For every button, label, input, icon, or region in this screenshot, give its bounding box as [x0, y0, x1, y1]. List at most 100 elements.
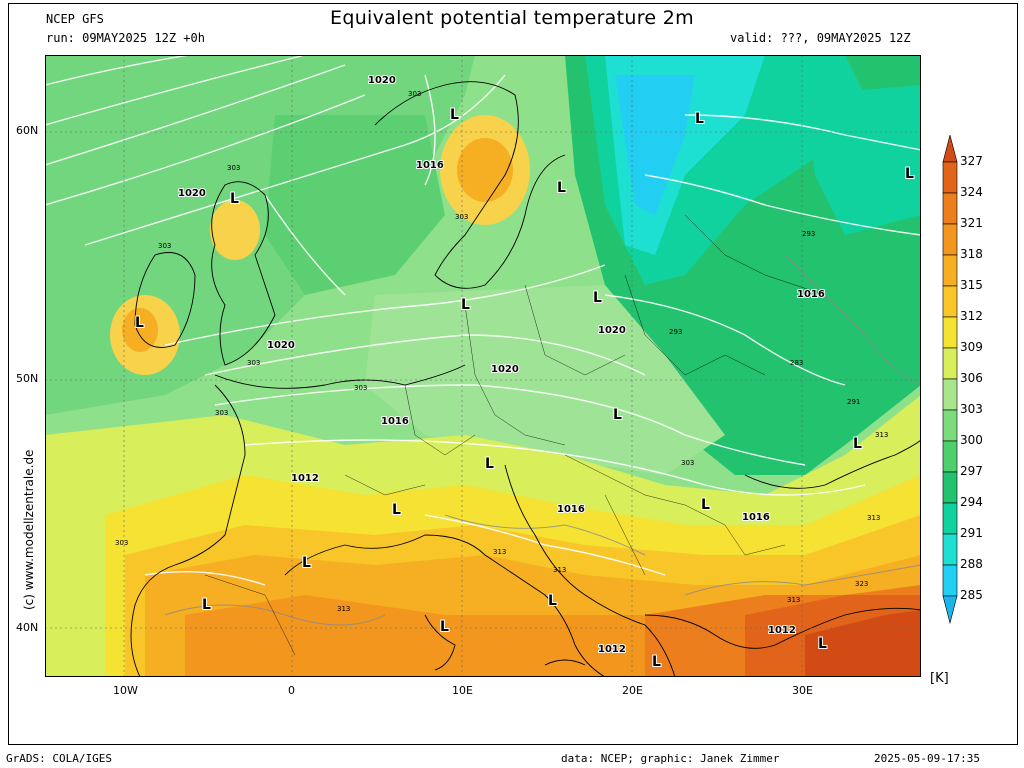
- colorbar-segment: [942, 533, 958, 566]
- pressure-label: 1016: [557, 504, 585, 515]
- lat-tick: 40N: [16, 621, 39, 634]
- pressure-label: 1016: [381, 416, 409, 427]
- low-marker: L: [818, 636, 827, 652]
- pressure-label: 1012: [768, 625, 796, 636]
- theta-label: 323: [855, 580, 868, 588]
- colorbar-tick-label: 324: [960, 185, 983, 199]
- lat-tick: 50N: [16, 372, 39, 385]
- valid-time: valid: ???, 09MAY2025 12Z: [730, 31, 911, 45]
- footer-right: 2025-05-09-17:35: [874, 752, 980, 765]
- colorbar-tick-label: 297: [960, 464, 983, 478]
- low-marker: L: [652, 654, 661, 670]
- theta-label: 303: [247, 359, 260, 367]
- theta-label: 303: [227, 164, 240, 172]
- colorbar-segment: [942, 440, 958, 473]
- colorbar-bottom-arrow: [942, 595, 958, 625]
- pressure-label: 1020: [368, 75, 396, 86]
- colorbar-tick-label: 309: [960, 340, 983, 354]
- colorbar-tick-label: 306: [960, 371, 983, 385]
- figure-frame: [8, 3, 1018, 745]
- lat-tick: 60N: [16, 124, 39, 137]
- theta-label: 303: [455, 213, 468, 221]
- theta-label: 313: [337, 605, 350, 613]
- colorbar-segment: [942, 502, 958, 535]
- theta-label: 313: [787, 596, 800, 604]
- low-marker: L: [202, 597, 211, 613]
- colorbar-segment: [942, 471, 958, 504]
- low-marker: L: [557, 180, 566, 196]
- colorbar-segment: [942, 347, 958, 380]
- colorbar-tick-label: 285: [960, 588, 983, 602]
- pressure-label: 1020: [491, 364, 519, 375]
- low-marker: L: [613, 407, 622, 423]
- colorbar-segment: [942, 316, 958, 349]
- lon-tick: 10W: [113, 684, 138, 697]
- theta-label: 293: [669, 328, 682, 336]
- theta-label: 303: [115, 539, 128, 547]
- pressure-label: 1020: [267, 340, 295, 351]
- colorbar-tick-label: 288: [960, 557, 983, 571]
- theta-label: 283: [790, 359, 803, 367]
- low-marker: L: [695, 111, 704, 127]
- colorbar-tick-label: 327: [960, 154, 983, 168]
- lon-tick: 10E: [452, 684, 473, 697]
- theta-label: 303: [215, 409, 228, 417]
- colorbar-segment: [942, 254, 958, 287]
- low-marker: L: [450, 107, 459, 123]
- credit-text: (c) www.modellzentrale.de: [22, 449, 36, 610]
- pressure-label: 1020: [178, 188, 206, 199]
- low-marker: L: [440, 619, 449, 635]
- theta-label: 313: [553, 566, 566, 574]
- low-marker: L: [485, 456, 494, 472]
- colorbar-tick-label: 315: [960, 278, 983, 292]
- colorbar-segment: [942, 223, 958, 256]
- pressure-label: 1016: [416, 160, 444, 171]
- pressure-label: 1012: [291, 473, 319, 484]
- theta-label: 303: [681, 459, 694, 467]
- low-marker: L: [392, 502, 401, 518]
- run-time: run: 09MAY2025 12Z +0h: [46, 31, 205, 45]
- low-marker: L: [701, 497, 710, 513]
- colorbar-segment: [942, 564, 958, 597]
- colorbar-unit: [K]: [930, 671, 949, 686]
- colorbar-segment: [942, 378, 958, 411]
- weather-map: 1020 1020 1016 1020 1020 1016 1012 1016 …: [45, 55, 921, 677]
- lon-tick: 30E: [792, 684, 813, 697]
- theta-label: 303: [354, 384, 367, 392]
- pressure-label: 1012: [598, 644, 626, 655]
- colorbar-segment: [942, 285, 958, 318]
- low-marker: L: [548, 593, 557, 609]
- colorbar: [942, 135, 958, 625]
- pressure-label: 1020: [598, 325, 626, 336]
- low-marker: L: [230, 191, 239, 207]
- colorbar-segment: [942, 192, 958, 225]
- theta-label: 293: [802, 230, 815, 238]
- theta-label: 313: [867, 514, 880, 522]
- colorbar-segment: [942, 409, 958, 442]
- colorbar-tick-label: 318: [960, 247, 983, 261]
- lon-tick: 20E: [622, 684, 643, 697]
- colorbar-tick-label: 294: [960, 495, 983, 509]
- lon-tick: 0: [288, 684, 295, 697]
- pressure-label: 1016: [742, 512, 770, 523]
- low-marker: L: [135, 315, 144, 331]
- theta-label: 313: [875, 431, 888, 439]
- colorbar-tick-label: 312: [960, 309, 983, 323]
- colorbar-tick-label: 300: [960, 433, 983, 447]
- footer-center: data: NCEP; graphic: Janek Zimmer: [561, 752, 780, 765]
- colorbar-tick-label: 303: [960, 402, 983, 416]
- low-marker: L: [853, 436, 862, 452]
- colorbar-segment: [942, 161, 958, 194]
- theta-label: 291: [847, 398, 860, 406]
- low-marker: L: [905, 166, 914, 182]
- footer-left: GrADS: COLA/IGES: [6, 752, 112, 765]
- theta-label: 313: [493, 548, 506, 556]
- pressure-label: 1016: [797, 289, 825, 300]
- low-marker: L: [593, 290, 602, 306]
- theta-label: 303: [158, 242, 171, 250]
- low-marker: L: [461, 297, 470, 313]
- colorbar-tick-label: 291: [960, 526, 983, 540]
- colorbar-top-arrow: [942, 135, 958, 163]
- theta-label: 303: [408, 90, 421, 98]
- map-title: Equivalent potential temperature 2m: [330, 7, 694, 29]
